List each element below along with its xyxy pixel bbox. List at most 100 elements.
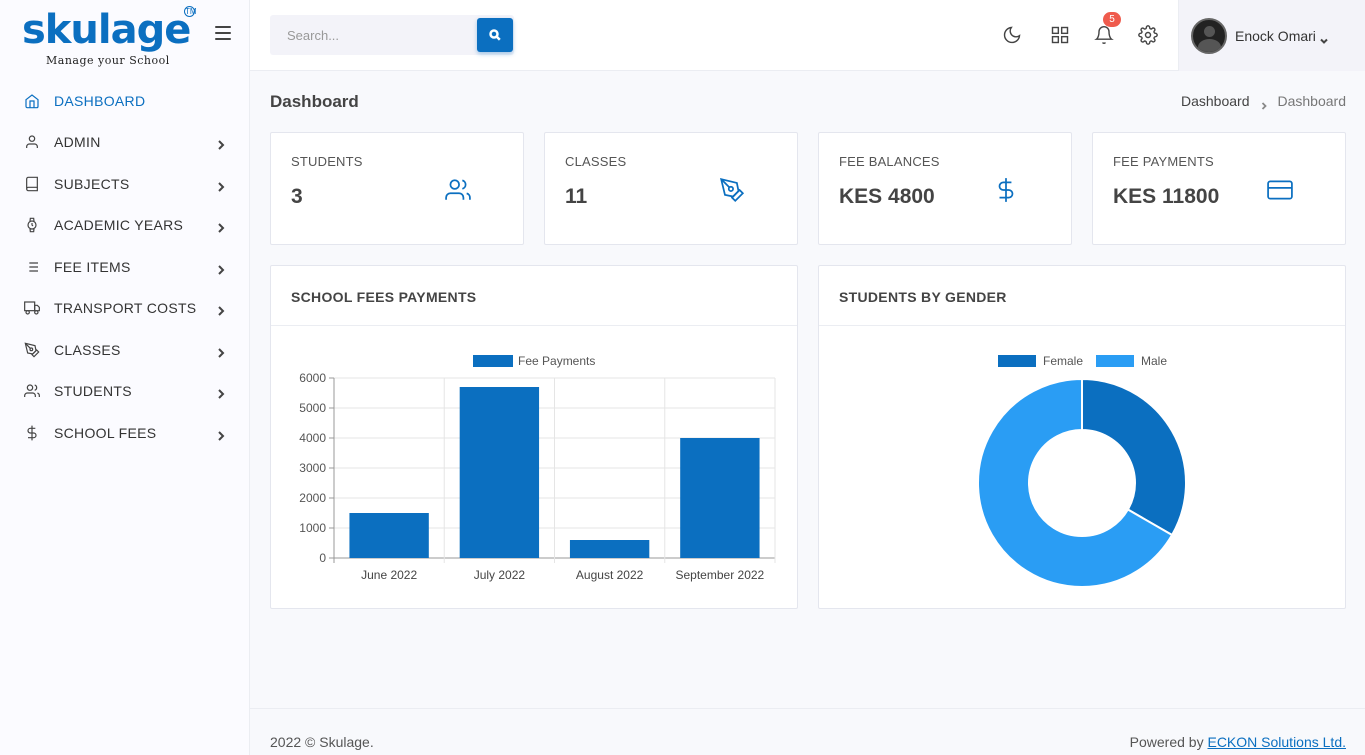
- stat-card-fee-payments: FEE PAYMENTS KES 11800: [1092, 132, 1346, 245]
- pie-slice: [1081, 377, 1187, 537]
- sidebar-item-label: TRANSPORT COSTS: [54, 300, 197, 317]
- brand-logo[interactable]: skulage TM Manage your School: [22, 6, 197, 70]
- donut-chart: Female Male: [977, 354, 1187, 588]
- bar: [349, 513, 429, 558]
- x-tick-label: August 2022: [576, 568, 644, 582]
- stat-label: CLASSES: [565, 154, 627, 169]
- home-icon: [24, 93, 40, 109]
- bar-chart: Fee Payments 0 1000 2000 3000 4000 5000 6000 Jun…: [299, 354, 776, 582]
- chart-legend: Female Male: [998, 354, 1167, 368]
- stat-card-fee-balances: FEE BALANCES KES 4800: [818, 132, 1072, 245]
- sidebar-item-classes[interactable]: CLASSES: [0, 329, 250, 371]
- x-tick-label: September 2022: [676, 568, 765, 582]
- sidebar-item-label: CLASSES: [54, 341, 121, 358]
- grid-icon[interactable]: [1050, 25, 1070, 45]
- menu-toggle-icon[interactable]: [215, 26, 231, 40]
- y-tick-label: 6000: [299, 371, 326, 385]
- y-tick-label: 3000: [299, 461, 326, 475]
- chevron-right-icon: [216, 262, 226, 275]
- chevron-right-icon: [216, 428, 226, 441]
- copyright: 2022 © Skulage.: [270, 734, 374, 750]
- stat-card-students: STUDENTS 3: [270, 132, 524, 245]
- user-name: Enock Omari: [1235, 27, 1316, 44]
- sidebar-item-label: SCHOOL FEES: [54, 424, 157, 441]
- chart-title: SCHOOL FEES PAYMENTS: [291, 289, 477, 305]
- dollar-icon: [24, 425, 40, 441]
- chevron-right-icon: [216, 386, 226, 399]
- dollar-icon: [993, 177, 1019, 203]
- stat-value: KES 11800: [1113, 185, 1220, 208]
- sidebar-item-school-fees[interactable]: SCHOOL FEES: [0, 412, 250, 454]
- y-tick-label: 4000: [299, 431, 326, 445]
- sidebar-item-label: STUDENTS: [54, 383, 132, 400]
- user-icon: [24, 134, 40, 150]
- pie-slice: [977, 377, 1174, 588]
- search-button[interactable]: [477, 18, 513, 52]
- sidebar-item-label: SUBJECTS: [54, 175, 130, 192]
- y-tick-label: 2000: [299, 491, 326, 505]
- users-icon: [445, 177, 471, 203]
- stat-label: FEE PAYMENTS: [1113, 154, 1214, 169]
- list-icon: [24, 259, 40, 275]
- legend-swatch: [1096, 355, 1134, 367]
- chevron-right-icon: [216, 179, 226, 192]
- sidebar-nav: DASHBOARD ADMIN SUBJECTS ACADEMIC YEARS …: [0, 80, 250, 454]
- chevron-right-icon: [216, 137, 226, 150]
- chevron-right-icon: [216, 220, 226, 233]
- gear-icon[interactable]: [1138, 25, 1158, 45]
- chevron-down-icon: [1320, 32, 1328, 44]
- sidebar-item-label: FEE ITEMS: [54, 258, 131, 275]
- topbar: 5 Enock Omari: [250, 0, 1365, 71]
- sidebar: skulage TM Manage your School DASHBOARD …: [0, 0, 250, 755]
- truck-icon: [24, 300, 40, 316]
- sidebar-item-label: ADMIN: [54, 134, 101, 151]
- sidebar-item-subjects[interactable]: SUBJECTS: [0, 163, 250, 205]
- powered-by: Powered by ECKON Solutions Ltd.: [1130, 734, 1346, 750]
- bar: [459, 387, 540, 558]
- bell-icon[interactable]: [1094, 25, 1114, 45]
- legend-label: Fee Payments: [518, 354, 595, 368]
- legend-swatch: [473, 355, 513, 367]
- footer: 2022 © Skulage. Powered by ECKON Solutio…: [250, 708, 1365, 755]
- pen-tool-icon: [24, 342, 40, 358]
- search-input[interactable]: [270, 15, 475, 55]
- moon-icon[interactable]: [1002, 25, 1022, 45]
- sidebar-item-transport-costs[interactable]: TRANSPORT COSTS: [0, 288, 250, 330]
- stat-label: FEE BALANCES: [839, 154, 940, 169]
- search-icon: [489, 29, 501, 41]
- sidebar-item-students[interactable]: STUDENTS: [0, 371, 250, 413]
- trademark-mark: TM: [184, 6, 197, 17]
- chart-legend: Fee Payments: [473, 354, 595, 368]
- notification-badge: 5: [1103, 12, 1121, 27]
- sidebar-item-label: DASHBOARD: [54, 92, 146, 109]
- stat-card-classes: CLASSES 11: [544, 132, 798, 245]
- user-menu[interactable]: Enock Omari: [1178, 0, 1365, 71]
- y-tick-label: 1000: [299, 521, 326, 535]
- bar: [569, 540, 650, 558]
- sidebar-item-fee-items[interactable]: FEE ITEMS: [0, 246, 250, 288]
- stat-value: KES 4800: [839, 185, 935, 208]
- chevron-right-icon: [1260, 97, 1268, 110]
- sidebar-item-label: ACADEMIC YEARS: [54, 217, 184, 234]
- powered-by-label: Powered by: [1129, 734, 1204, 750]
- search-box: [270, 15, 514, 55]
- fees-chart-card: SCHOOL FEES PAYMENTS Fee Payments 0 1000 20…: [270, 265, 798, 609]
- legend-label: Female: [1043, 354, 1083, 368]
- breadcrumb-current: Dashboard: [1277, 93, 1347, 109]
- brand-tagline: Manage your School: [46, 54, 170, 67]
- divider: [271, 325, 797, 326]
- legend-label: Male: [1141, 354, 1167, 368]
- sidebar-item-admin[interactable]: ADMIN: [0, 122, 250, 164]
- brand-name: skulage: [22, 7, 191, 53]
- company-link[interactable]: ECKON Solutions Ltd.: [1207, 734, 1346, 750]
- breadcrumb-link[interactable]: Dashboard: [1181, 93, 1250, 109]
- page-title: Dashboard: [270, 92, 359, 111]
- pen-tool-icon: [719, 177, 745, 203]
- sidebar-item-dashboard[interactable]: DASHBOARD: [0, 80, 250, 122]
- credit-card-icon: [1267, 177, 1293, 203]
- bar: [680, 438, 760, 558]
- x-tick-label: June 2022: [361, 568, 417, 582]
- breadcrumb: Dashboard Dashboard: [1181, 93, 1347, 110]
- chevron-right-icon: [216, 345, 226, 358]
- sidebar-item-academic-years[interactable]: ACADEMIC YEARS: [0, 205, 250, 247]
